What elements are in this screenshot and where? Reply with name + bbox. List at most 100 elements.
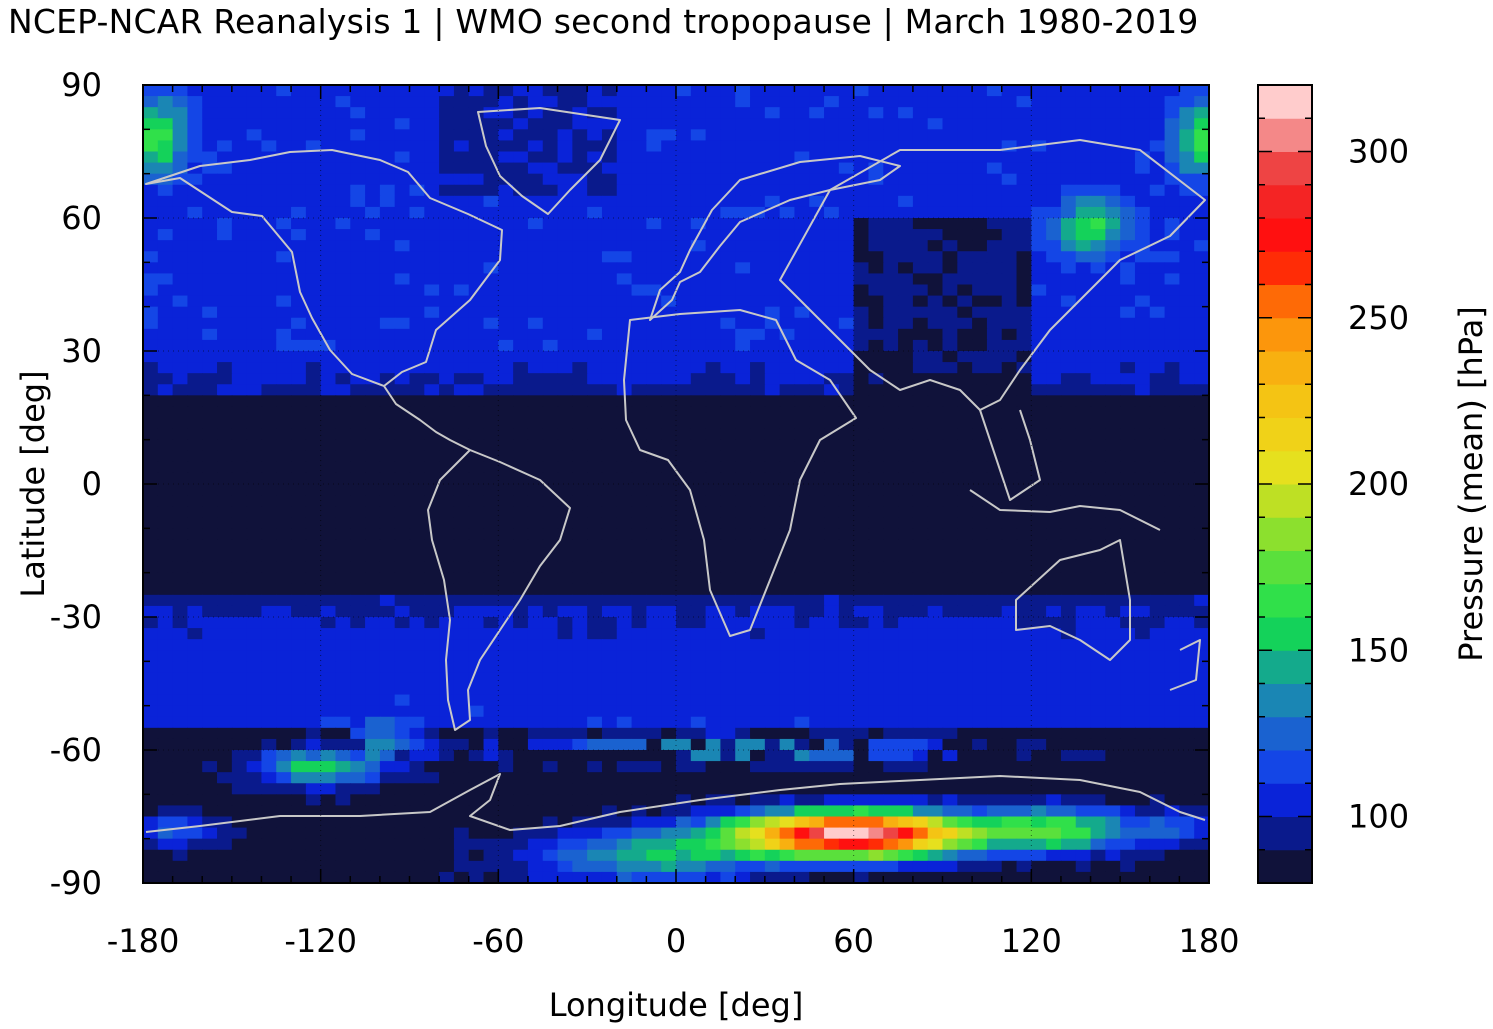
heatmap-cell: [335, 129, 351, 142]
heatmap-cell: [705, 506, 722, 518]
heatmap-cell: [572, 628, 588, 640]
heatmap-cell: [912, 738, 929, 751]
heatmap-cell: [365, 528, 381, 541]
heatmap-cell: [527, 572, 544, 585]
heatmap-cell: [1046, 495, 1062, 507]
heatmap-cell: [335, 162, 351, 175]
heatmap-cell: [202, 450, 218, 463]
heatmap-cell: [631, 683, 647, 696]
heatmap-cell: [291, 816, 307, 829]
heatmap-cell: [898, 650, 914, 662]
heatmap-cell: [498, 317, 514, 330]
heatmap-cell: [143, 849, 159, 862]
heatmap-cell: [957, 550, 973, 563]
heatmap-cell: [172, 406, 189, 419]
heatmap-cell: [957, 251, 973, 263]
heatmap-cell: [202, 118, 218, 130]
heatmap-cell: [513, 805, 529, 818]
heatmap-cell: [1090, 206, 1106, 219]
heatmap-cell: [912, 306, 929, 319]
heatmap-cell: [409, 716, 425, 729]
heatmap-cell: [1120, 284, 1136, 297]
heatmap-cell: [1194, 716, 1209, 729]
heatmap-cell: [646, 794, 662, 807]
heatmap-cell: [483, 472, 499, 485]
heatmap-cell: [898, 661, 914, 674]
heatmap-cell: [468, 306, 485, 319]
heatmap-cell: [424, 794, 440, 807]
heatmap-cell: [735, 339, 751, 352]
heatmap-cell: [1149, 738, 1166, 751]
heatmap-cell: [927, 550, 944, 563]
heatmap-cell: [143, 273, 159, 286]
heatmap-cell: [898, 605, 914, 618]
heatmap-cell: [305, 738, 322, 751]
heatmap-cell: [1105, 173, 1121, 186]
heatmap-cell: [365, 339, 381, 352]
heatmap-cell: [690, 351, 707, 363]
heatmap-cell: [217, 772, 233, 784]
heatmap-cell: [498, 750, 514, 762]
heatmap-cell: [764, 384, 781, 396]
heatmap-cell: [764, 605, 781, 618]
heatmap-cell: [809, 306, 825, 319]
heatmap-cell: [172, 672, 189, 685]
heatmap-cell: [1075, 672, 1092, 685]
heatmap-cell: [261, 284, 277, 297]
heatmap-cell: [172, 761, 189, 773]
heatmap-cell: [1090, 406, 1106, 419]
heatmap-cell: [1031, 561, 1047, 574]
heatmap-cell: [853, 450, 870, 463]
heatmap-cell: [750, 750, 766, 762]
heatmap-cell: [335, 251, 351, 263]
heatmap-cell: [157, 849, 174, 862]
heatmap-cell: [320, 750, 337, 762]
heatmap-cell: [1179, 107, 1195, 119]
heatmap-cell: [1001, 306, 1018, 319]
heatmap-cell: [1194, 85, 1209, 97]
heatmap-cell: [912, 772, 929, 784]
heatmap-cell: [838, 85, 855, 97]
heatmap-cell: [202, 583, 218, 596]
heatmap-cell: [676, 218, 692, 230]
heatmap-cell: [587, 96, 603, 108]
heatmap-cell: [1179, 605, 1195, 618]
heatmap-cell: [1060, 605, 1077, 618]
heatmap-cell: [1031, 107, 1047, 119]
heatmap-cell: [1105, 805, 1121, 818]
heatmap-cell: [883, 583, 899, 596]
heatmap-cell: [187, 750, 203, 762]
heatmap-cell: [720, 295, 736, 308]
heatmap-cell: [1031, 328, 1047, 341]
heatmap-cell: [616, 262, 633, 275]
heatmap-cell: [291, 317, 307, 330]
heatmap-cell: [601, 339, 618, 352]
heatmap-cell: [572, 539, 588, 552]
heatmap-cell: [305, 572, 322, 585]
heatmap-cell: [824, 107, 840, 119]
heatmap-cell: [764, 594, 781, 607]
heatmap-cell: [320, 594, 337, 607]
heatmap-cell: [883, 151, 899, 164]
heatmap-cell: [187, 107, 203, 119]
heatmap-cell: [187, 716, 203, 729]
heatmap-cell: [750, 838, 766, 851]
heatmap-cell: [972, 417, 988, 430]
heatmap-cell: [661, 229, 677, 241]
heatmap-cell: [1105, 550, 1121, 563]
heatmap-cell: [1046, 306, 1062, 319]
heatmap-cell: [542, 328, 559, 341]
heatmap-cell: [676, 184, 692, 197]
heatmap-cell: [498, 528, 514, 541]
heatmap-cell: [838, 572, 855, 585]
heatmap-cell: [1031, 805, 1047, 818]
heatmap-cell: [1016, 517, 1032, 529]
heatmap-cell: [305, 617, 322, 629]
heatmap-cell: [601, 162, 618, 175]
heatmap-cell: [986, 384, 1003, 396]
heatmap-cell: [217, 140, 233, 153]
heatmap-cell: [143, 184, 159, 197]
heatmap-cell: [1016, 428, 1032, 441]
heatmap-cell: [690, 450, 707, 463]
heatmap-cell: [868, 96, 884, 108]
